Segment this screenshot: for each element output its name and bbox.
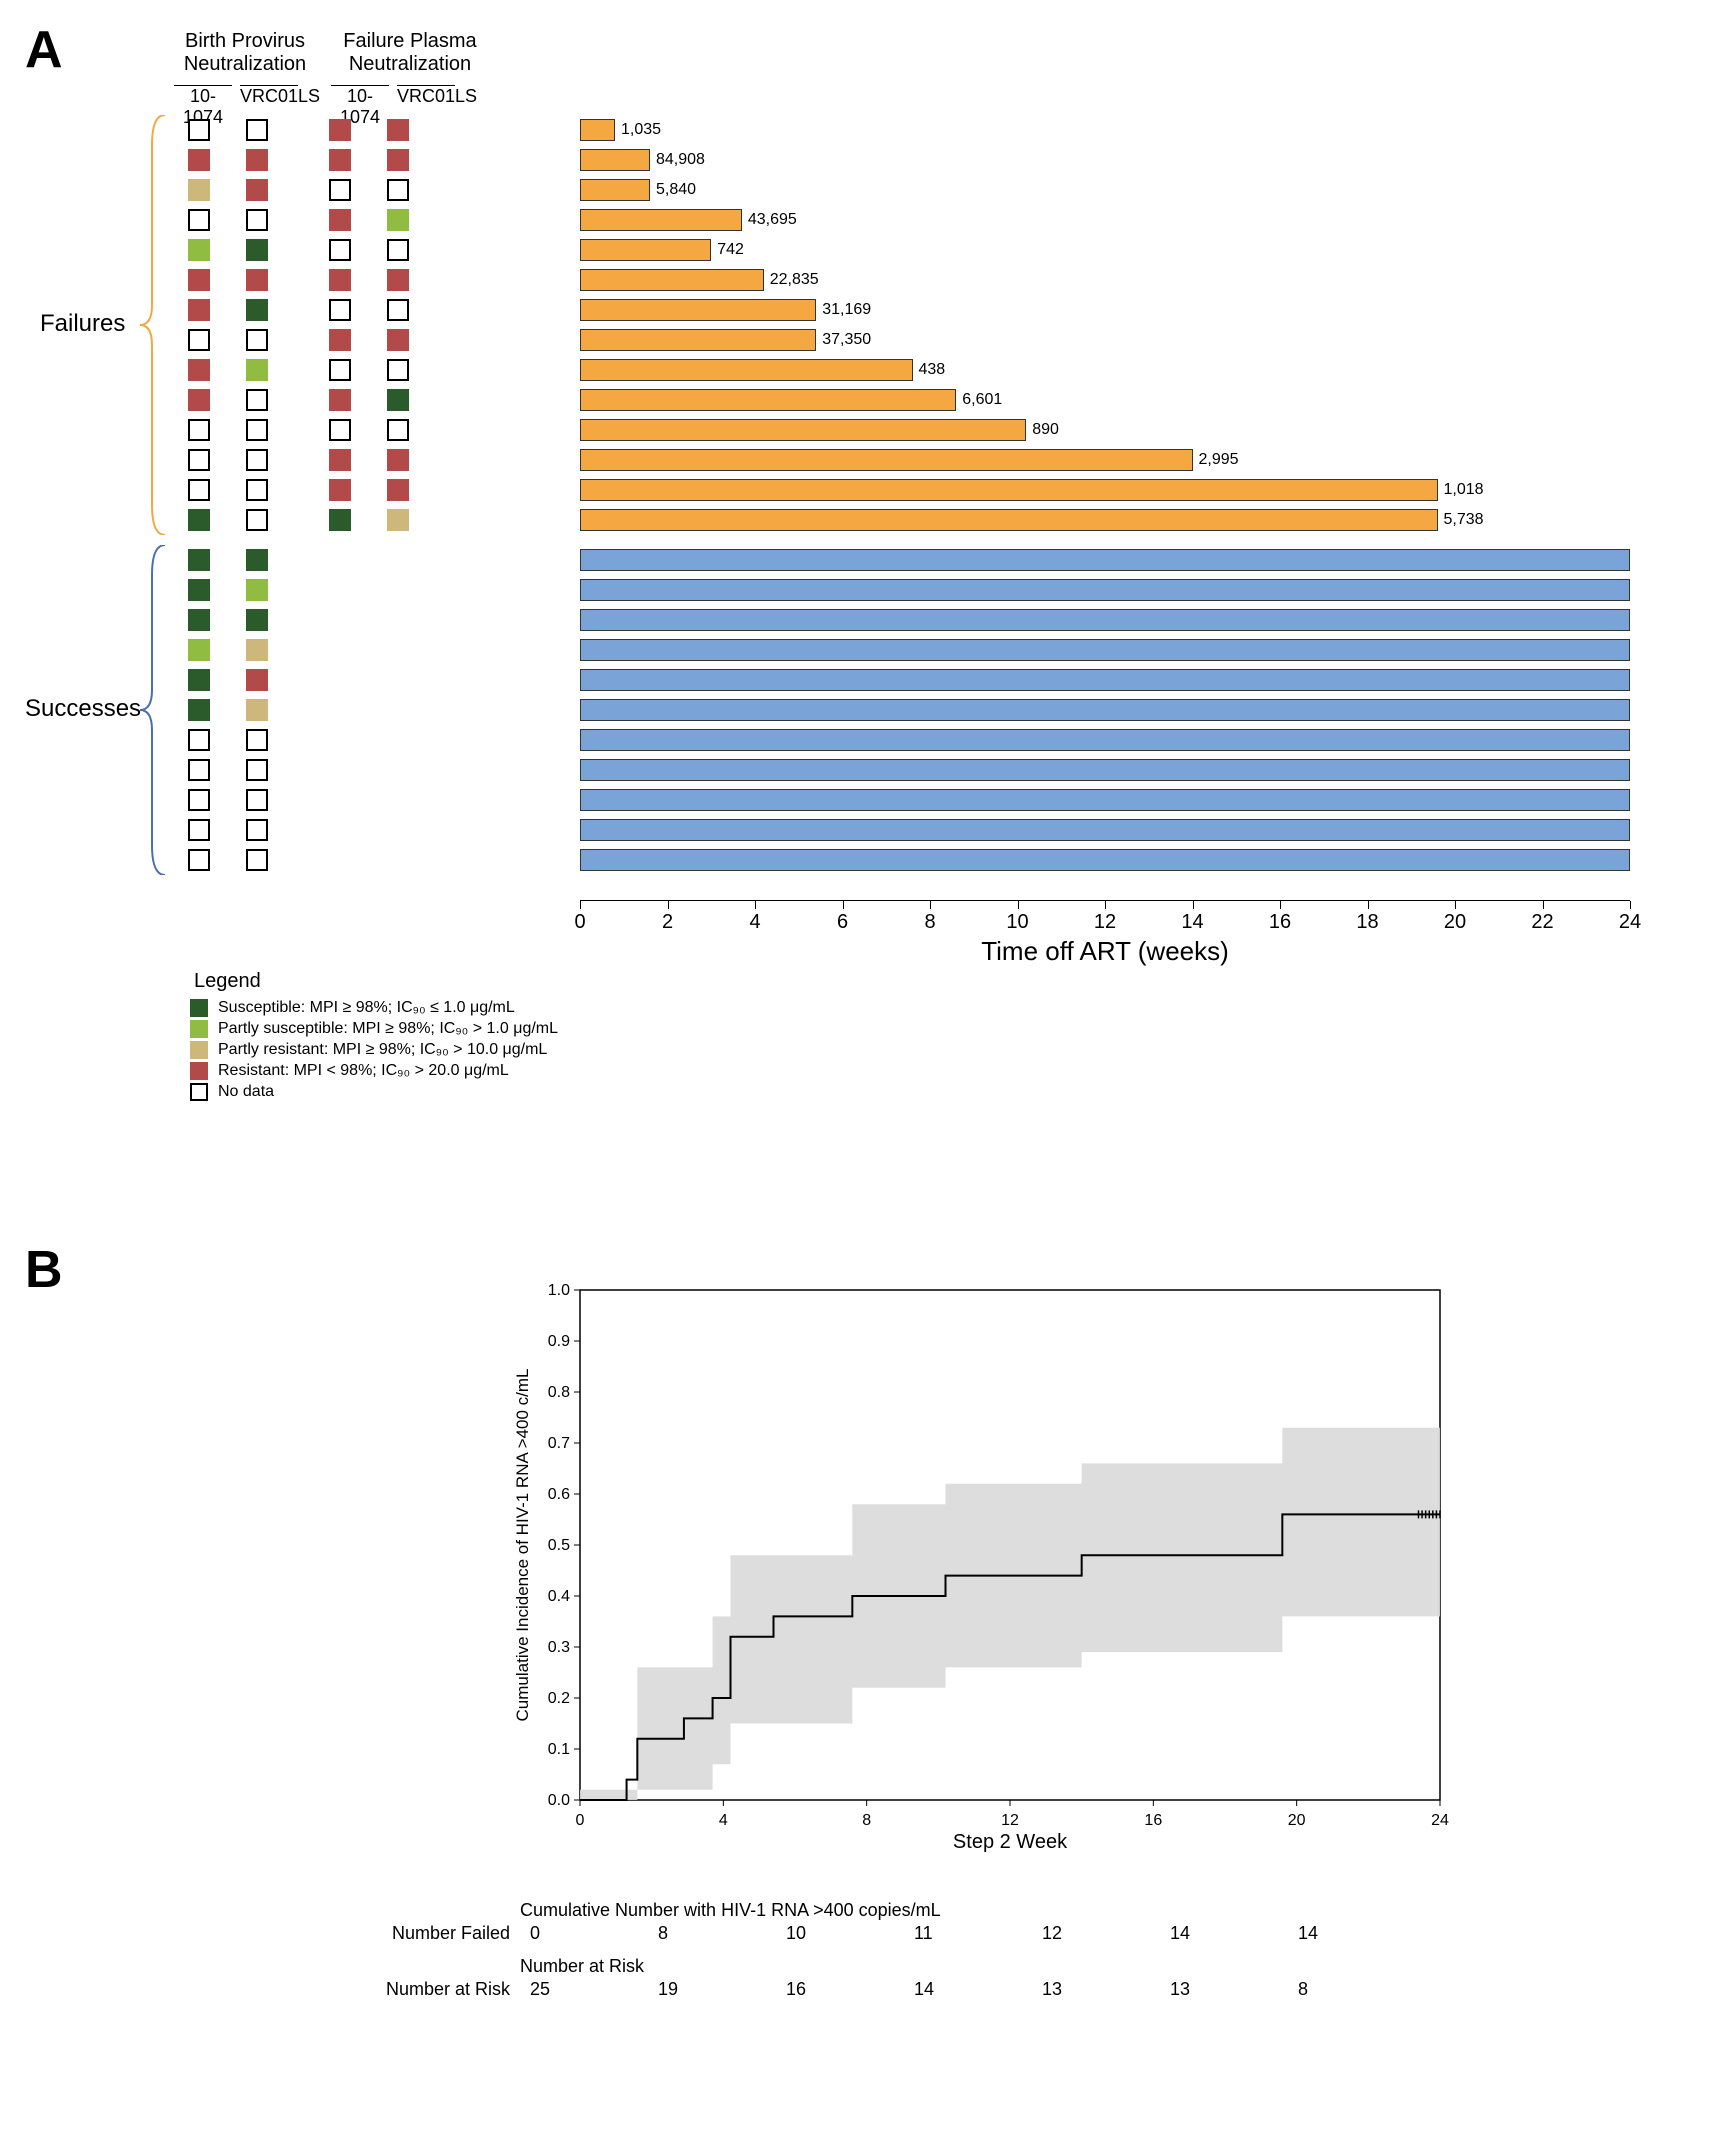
svg-text:0: 0 — [576, 1812, 585, 1829]
svg-text:0.6: 0.6 — [548, 1486, 570, 1503]
svg-text:Step 2 Week: Step 2 Week — [953, 1831, 1068, 1853]
svg-text:0.7: 0.7 — [548, 1435, 570, 1452]
svg-text:0.0: 0.0 — [548, 1792, 570, 1809]
failures-bracket — [140, 115, 170, 535]
x-axis-title: Time off ART (weeks) — [580, 936, 1630, 967]
svg-text:12: 12 — [1001, 1812, 1019, 1829]
legend: Legend Susceptible: MPI ≥ 98%; IC₉₀ ≤ 1.… — [190, 970, 558, 1104]
svg-text:0.9: 0.9 — [548, 1333, 570, 1350]
svg-text:20: 20 — [1288, 1812, 1306, 1829]
panel-b: B 0.00.10.20.30.40.50.60.70.80.91.004812… — [30, 1250, 1692, 2100]
neutralization-grid — [170, 115, 427, 875]
successes-bracket — [140, 545, 170, 875]
svg-text:4: 4 — [719, 1812, 728, 1829]
svg-text:1.0: 1.0 — [548, 1282, 570, 1299]
svg-text:24: 24 — [1431, 1812, 1449, 1829]
panel-a-label: A — [25, 20, 63, 80]
svg-text:0.4: 0.4 — [548, 1588, 570, 1605]
svg-text:0.8: 0.8 — [548, 1384, 570, 1401]
svg-text:8: 8 — [862, 1812, 871, 1829]
header-birth: Birth Provirus Neutralization — [175, 30, 315, 76]
successes-label: Successes — [25, 695, 141, 723]
x-axis: 024681012141618202224 Time off ART (week… — [580, 900, 1630, 967]
svg-text:0.2: 0.2 — [548, 1690, 570, 1707]
km-chart: 0.0 0.1 0.2 0.3 0.4 0.5 0.6 0.7 0.8 0.9 1.0 0 4 8 12 16… — [510, 1280, 1460, 1860]
svg-text:16: 16 — [1144, 1812, 1162, 1829]
risk-table: Cumulative Number with HIV-1 RNA >400 co… — [310, 1900, 1426, 2002]
svg-text:0.5: 0.5 — [548, 1537, 570, 1554]
panel-a: A Birth Provirus Neutralization Failure … — [30, 30, 1692, 1230]
panel-b-label: B — [25, 1240, 63, 1300]
svg-text:0.3: 0.3 — [548, 1639, 570, 1656]
failures-label: Failures — [40, 310, 125, 338]
svg-text:0.1: 0.1 — [548, 1741, 570, 1758]
svg-text:Cumulative Incidence of HIV-1: Cumulative Incidence of HIV-1 RNA >400 c… — [513, 1369, 532, 1722]
header-failure: Failure Plasma Neutralization — [340, 30, 480, 76]
bars-area: 1,03584,9085,84043,69574222,83531,16937,… — [580, 115, 1630, 875]
